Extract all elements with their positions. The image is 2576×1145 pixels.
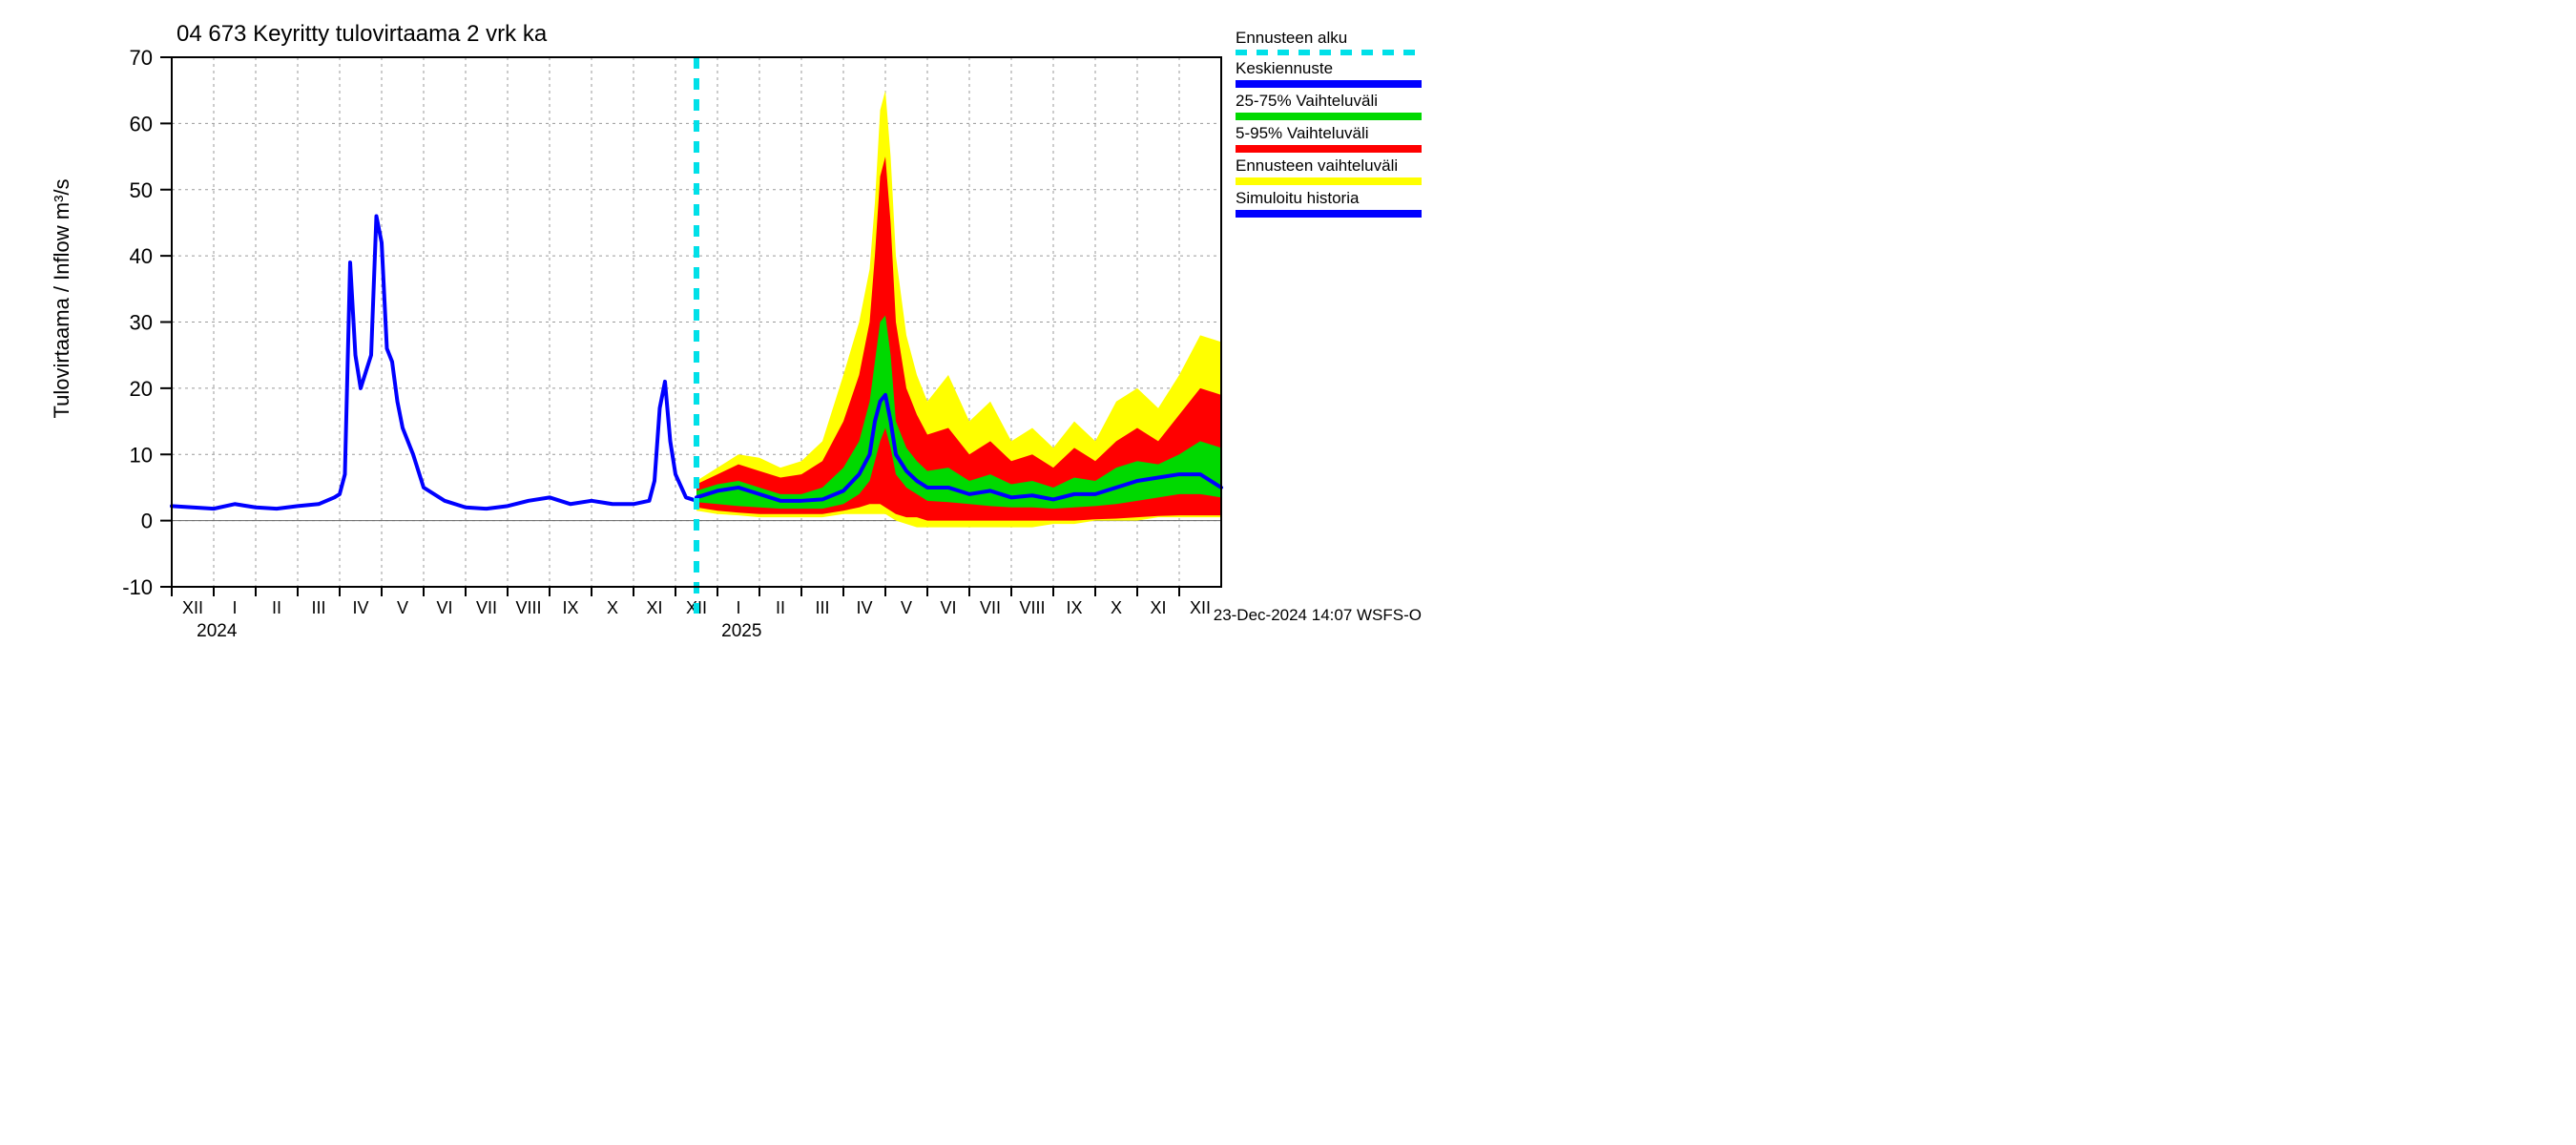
footer-timestamp: 23-Dec-2024 14:07 WSFS-O <box>1214 606 1422 625</box>
svg-text:VIII: VIII <box>1019 598 1045 617</box>
legend-label: Ennusteen alku <box>1236 29 1422 48</box>
legend-label: Ennusteen vaihteluväli <box>1236 156 1422 176</box>
svg-text:40: 40 <box>130 244 153 268</box>
svg-text:I: I <box>232 598 237 617</box>
svg-text:VII: VII <box>476 598 497 617</box>
svg-text:X: X <box>1111 598 1122 617</box>
svg-text:II: II <box>272 598 281 617</box>
y-axis-label: Tulovirtaama / Inflow m³/s <box>50 132 74 466</box>
svg-text:V: V <box>397 598 408 617</box>
legend-item-history: Simuloitu historia <box>1236 189 1422 218</box>
svg-text:IV: IV <box>352 598 368 617</box>
svg-text:2025: 2025 <box>721 621 761 636</box>
svg-text:VIII: VIII <box>515 598 541 617</box>
svg-text:XI: XI <box>646 598 662 617</box>
plot-svg: -10010203040506070XIIIIIIIIIVVVIVIIVIIII… <box>0 0 1431 636</box>
chart-container: 04 673 Keyritty tulovirtaama 2 vrk ka Tu… <box>0 0 1431 636</box>
svg-text:VII: VII <box>980 598 1001 617</box>
svg-text:IX: IX <box>1066 598 1082 617</box>
legend-label: Keskiennuste <box>1236 59 1422 78</box>
svg-text:IV: IV <box>856 598 872 617</box>
legend-item-p5-95: 5-95% Vaihteluväli <box>1236 124 1422 153</box>
svg-text:XI: XI <box>1150 598 1166 617</box>
chart-title: 04 673 Keyritty tulovirtaama 2 vrk ka <box>177 21 547 48</box>
legend-swatch <box>1236 145 1422 153</box>
svg-text:II: II <box>776 598 785 617</box>
svg-text:20: 20 <box>130 377 153 401</box>
svg-text:I: I <box>736 598 740 617</box>
legend-item-p25-75: 25-75% Vaihteluväli <box>1236 92 1422 120</box>
svg-text:X: X <box>607 598 618 617</box>
svg-text:III: III <box>311 598 325 617</box>
legend-swatch <box>1236 80 1422 88</box>
legend-swatch <box>1236 210 1422 218</box>
svg-text:V: V <box>901 598 912 617</box>
svg-text:XII: XII <box>182 598 203 617</box>
svg-text:30: 30 <box>130 311 153 335</box>
legend-label: 5-95% Vaihteluväli <box>1236 124 1422 143</box>
svg-text:50: 50 <box>130 178 153 202</box>
svg-text:XII: XII <box>1190 598 1211 617</box>
svg-text:10: 10 <box>130 443 153 467</box>
svg-text:60: 60 <box>130 112 153 135</box>
svg-text:-10: -10 <box>122 575 153 599</box>
legend-item-full: Ennusteen vaihteluväli <box>1236 156 1422 185</box>
svg-text:2024: 2024 <box>197 621 238 636</box>
legend: Ennusteen alku Keskiennuste 25-75% Vaiht… <box>1236 29 1422 221</box>
legend-label: 25-75% Vaihteluväli <box>1236 92 1422 111</box>
svg-text:III: III <box>815 598 829 617</box>
svg-text:VI: VI <box>436 598 452 617</box>
legend-item-forecast-start: Ennusteen alku <box>1236 29 1422 55</box>
legend-swatch <box>1236 50 1422 55</box>
svg-text:IX: IX <box>562 598 578 617</box>
svg-text:VI: VI <box>940 598 956 617</box>
legend-label: Simuloitu historia <box>1236 189 1422 208</box>
svg-text:0: 0 <box>141 510 153 533</box>
legend-swatch <box>1236 177 1422 185</box>
legend-swatch <box>1236 113 1422 120</box>
svg-text:70: 70 <box>130 46 153 70</box>
legend-item-median: Keskiennuste <box>1236 59 1422 88</box>
